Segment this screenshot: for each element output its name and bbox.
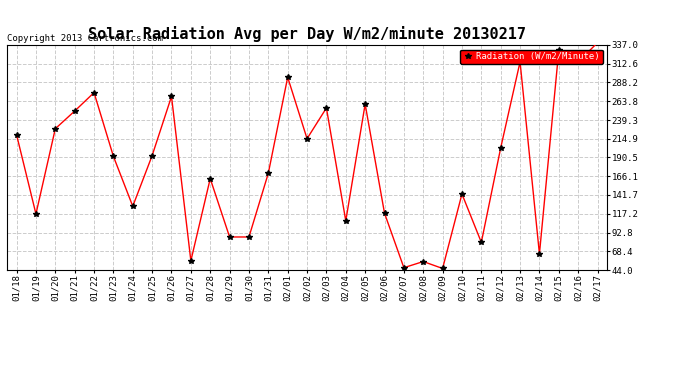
Legend: Radiation (W/m2/Minute): Radiation (W/m2/Minute) <box>460 50 602 64</box>
Title: Solar Radiation Avg per Day W/m2/minute 20130217: Solar Radiation Avg per Day W/m2/minute … <box>88 27 526 42</box>
Text: Copyright 2013 Cartronics.com: Copyright 2013 Cartronics.com <box>7 34 163 43</box>
